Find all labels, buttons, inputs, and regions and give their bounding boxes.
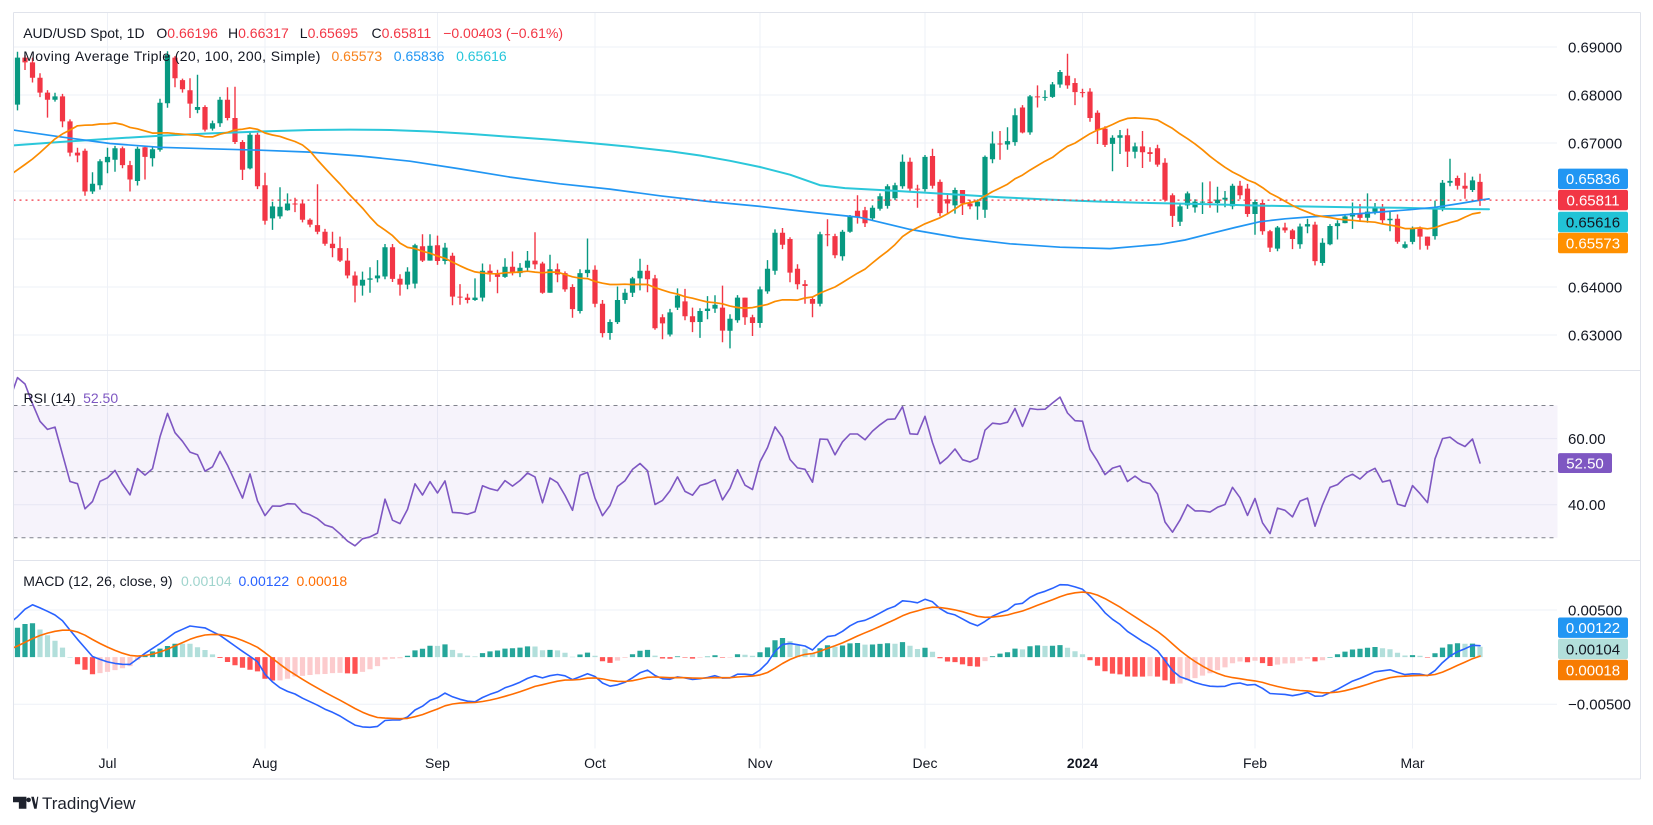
- svg-text:Feb: Feb: [1243, 755, 1267, 771]
- svg-text:0.63000: 0.63000: [1568, 327, 1622, 344]
- svg-text:Oct: Oct: [584, 755, 606, 771]
- svg-text:Jul: Jul: [99, 755, 117, 771]
- svg-text:−0.00500: −0.00500: [1568, 697, 1631, 714]
- svg-text:Nov: Nov: [748, 755, 773, 771]
- svg-text:0.65616: 0.65616: [1566, 214, 1620, 231]
- svg-text:TradingView: TradingView: [42, 794, 136, 813]
- svg-text:MACD (12, 26, close, 9)0.00104: MACD (12, 26, close, 9) 0.00104 0.00122 0.0…: [23, 573, 347, 589]
- svg-text:0.67000: 0.67000: [1568, 135, 1622, 152]
- svg-text:Aug: Aug: [253, 755, 278, 771]
- svg-text:0.00104: 0.00104: [1566, 641, 1620, 658]
- svg-text:0.64000: 0.64000: [1568, 279, 1622, 296]
- svg-text:0.00500: 0.00500: [1568, 602, 1622, 619]
- svg-text:Moving Average Triple (20, 100: Moving Average Triple (20, 100, 200, Sim…: [23, 48, 321, 64]
- svg-text:RSI (14)52.50: RSI (14) 52.50: [24, 390, 119, 406]
- svg-text:0.65573: 0.65573: [1566, 235, 1620, 252]
- svg-text:0.69000: 0.69000: [1568, 39, 1622, 56]
- svg-text:Sep: Sep: [425, 755, 450, 771]
- svg-text:0.00122: 0.00122: [1566, 620, 1620, 637]
- svg-text:52.50: 52.50: [1566, 455, 1604, 472]
- svg-text:60.00: 60.00: [1568, 431, 1606, 448]
- svg-text:Mar: Mar: [1400, 755, 1424, 771]
- svg-text:0.68000: 0.68000: [1568, 87, 1622, 104]
- svg-text:Dec: Dec: [913, 755, 938, 771]
- svg-text:0.65811: 0.65811: [1566, 193, 1619, 210]
- svg-text:0.00018: 0.00018: [1566, 662, 1620, 679]
- svg-text:0.65836: 0.65836: [1566, 171, 1620, 188]
- svg-text:2024: 2024: [1067, 755, 1098, 771]
- svg-text:40.00: 40.00: [1568, 497, 1606, 514]
